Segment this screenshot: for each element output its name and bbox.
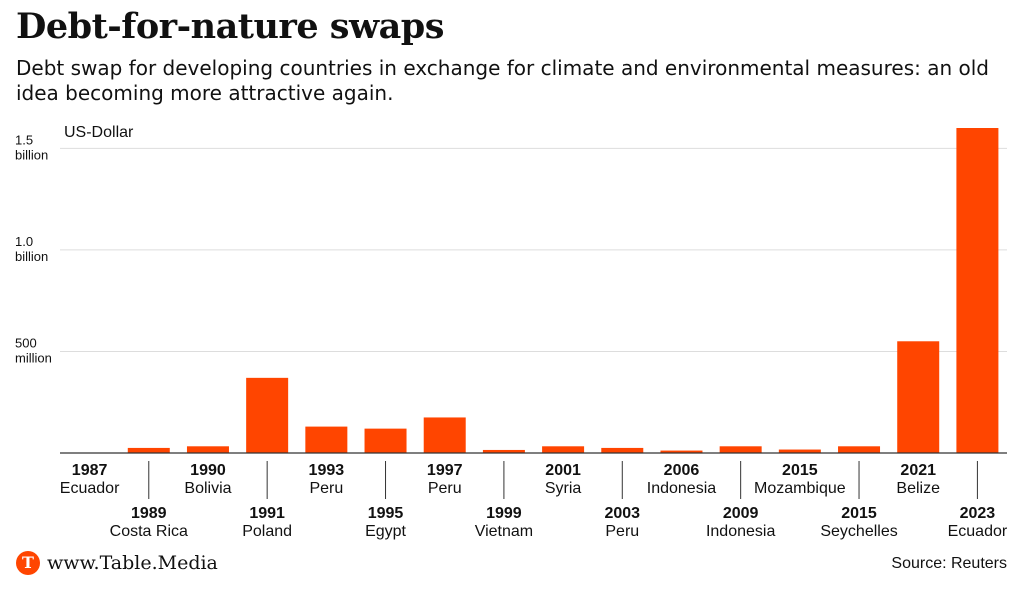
page-subtitle: Debt swap for developing countries in ex… [16, 56, 989, 105]
x-tick-country: Egypt [365, 523, 406, 540]
bar [897, 341, 940, 453]
x-tick-country: Peru [428, 480, 462, 497]
x-tick-year: 1990 [190, 462, 226, 479]
y-tick-label: 1.0 [15, 234, 33, 249]
bar [364, 428, 407, 453]
y-tick-label: billion [15, 147, 48, 162]
x-tick-year: 1991 [249, 505, 285, 522]
x-tick-country: Bolivia [184, 480, 231, 497]
x-tick-year: 1993 [309, 462, 345, 479]
bar [186, 446, 229, 453]
bar [838, 446, 881, 453]
bar [246, 377, 289, 453]
x-tick-year: 2015 [782, 462, 818, 479]
table-media-logo-icon: T [16, 551, 40, 575]
x-tick-year: 2015 [841, 505, 877, 522]
x-tick-country: Indonesia [647, 480, 716, 497]
footer-source: Source: Reuters [891, 555, 1007, 572]
page-title: Debt-for-nature swaps [16, 6, 444, 47]
y-tick-label: 1.5 [15, 132, 33, 147]
x-tick-year: 1999 [486, 505, 522, 522]
bar [542, 446, 585, 453]
y-axis-label: US-Dollar [64, 124, 134, 141]
x-tick-year: 1995 [368, 505, 404, 522]
x-tick-year: 2009 [723, 505, 759, 522]
x-tick-country: Poland [242, 523, 292, 540]
bar [956, 128, 999, 453]
x-tick-country: Peru [605, 523, 639, 540]
y-tick-label: million [15, 350, 52, 365]
x-tick-country: Vietnam [475, 523, 533, 540]
x-tick-country: Ecuador [60, 480, 120, 497]
x-tick-country: Mozambique [754, 480, 846, 497]
x-tick-year: 1997 [427, 462, 463, 479]
bar [127, 447, 170, 453]
x-tick-year: 1987 [72, 462, 108, 479]
bar [660, 450, 703, 453]
x-tick-country: Ecuador [948, 523, 1008, 540]
bar [482, 449, 525, 453]
bar [423, 417, 466, 453]
x-tick-country: Seychelles [820, 523, 897, 540]
x-tick-year: 2021 [900, 462, 936, 479]
x-tick-country: Indonesia [706, 523, 775, 540]
x-tick-country: Belize [896, 480, 940, 497]
x-tick-year: 2001 [545, 462, 581, 479]
y-tick-label: 500 [15, 335, 37, 350]
bar [719, 446, 762, 453]
y-tick-label: billion [15, 249, 48, 264]
x-tick-year: 2023 [960, 505, 996, 522]
bar [601, 447, 644, 453]
x-tick-year: 1989 [131, 505, 167, 522]
x-tick-year: 2006 [664, 462, 700, 479]
x-tick-year: 2003 [604, 505, 640, 522]
x-tick-country: Syria [545, 480, 582, 497]
bar [305, 426, 348, 453]
x-tick-country: Costa Rica [110, 523, 188, 540]
footer-site-name: www.Table.Media [47, 552, 218, 574]
x-tick-country: Peru [309, 480, 343, 497]
bar [778, 449, 821, 453]
